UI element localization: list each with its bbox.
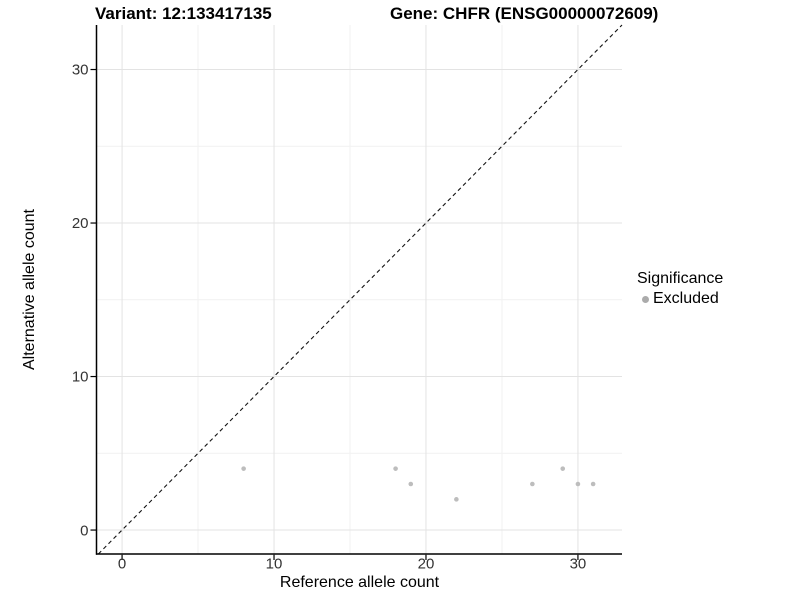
data-point — [560, 466, 566, 471]
data-point — [408, 481, 414, 487]
legend-item-excluded: Excluded — [637, 290, 723, 308]
x-tick-label: 10 — [266, 556, 283, 573]
data-point — [575, 481, 581, 487]
data-point — [590, 481, 596, 487]
legend-item-label: Excluded — [653, 290, 719, 308]
identity-line-group — [97, 24, 623, 555]
data-point — [241, 466, 246, 471]
data-point — [530, 481, 535, 487]
data-point — [393, 466, 398, 471]
axis-lines-group — [95, 25, 622, 555]
variant-title: Variant: 12:133417135 — [95, 4, 272, 23]
x-axis-title: Reference allele count — [279, 574, 440, 591]
data-points-group — [241, 466, 596, 502]
axis-ticks-group — [90, 68, 579, 560]
excluded-point-icon — [642, 296, 649, 304]
axis-tick-labels-group: 0 10 20 30 0 10 20 30 — [72, 62, 586, 573]
y-tick-label: 10 — [72, 369, 89, 386]
legend: Significance Excluded — [637, 270, 723, 309]
y-tick-label: 20 — [72, 215, 89, 232]
x-tick-label: 0 — [118, 556, 126, 573]
y-axis-title: Alternative allele count — [21, 209, 38, 370]
y-tick-label: 30 — [72, 62, 89, 79]
identity-line — [97, 24, 623, 555]
major-gridlines — [97, 25, 622, 554]
data-point — [454, 497, 459, 502]
y-axis-title-box: Alternative allele count — [20, 25, 40, 554]
legend-title: Significance — [637, 270, 724, 287]
x-tick-label: 30 — [570, 556, 587, 573]
minor-gridlines — [97, 25, 622, 554]
y-tick-label: 0 — [80, 522, 88, 539]
gene-title: Gene: CHFR (ENSG00000072609) — [390, 4, 659, 23]
x-tick-label: 20 — [418, 556, 435, 573]
